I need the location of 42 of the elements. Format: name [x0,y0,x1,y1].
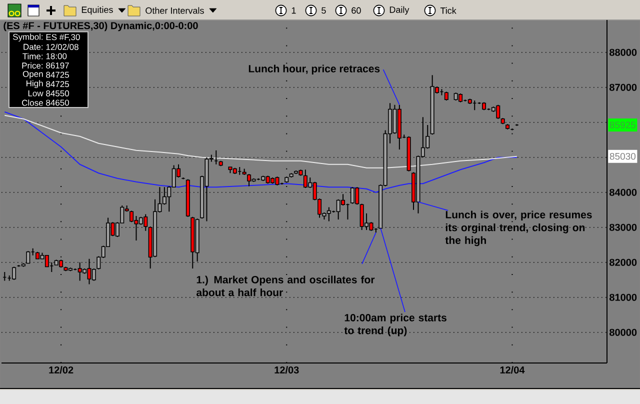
annotation: Low [28,90,44,96]
annotation: 84725 [46,81,69,88]
text: Daily [390,6,410,15]
annotation: 12/02/08 [46,44,78,50]
y-tick-label: 81000 [610,294,637,301]
text: 1 [292,7,296,14]
y-tick-label: 83000 [610,224,637,231]
y-tick-label: 88000 [610,48,637,56]
annotation: Time: [22,53,43,60]
chart-title: (ES #F - FUTURES,30) Dynamic,0:00-0:00 [4,22,198,32]
annotation: 84550 [46,90,70,96]
text: Tick [440,7,456,14]
annotation: Open [22,70,43,79]
text: Other Intervals [146,7,204,14]
annotation: High [26,80,43,88]
x-tick-label: 12/02 [49,366,74,374]
text: 60 [352,7,361,14]
annotation: ES #F,30 [46,34,80,42]
x-tick-label: 12/03 [274,366,299,374]
x-tick-label: 12/04 [500,366,525,374]
annotation: Symbol: [13,34,43,42]
y-tick-label: 87000 [610,84,637,91]
annotation: Price: [22,62,43,69]
annotation: 1.) Market Opens and oscillates for about a half hour [196,276,375,296]
candlestick [130,210,134,223]
annotation: 84650 [46,100,70,106]
annotation: Date: [24,44,43,50]
y-tick-label: 80000 [610,328,637,336]
text: 5 [322,7,326,14]
text: Equities [82,6,113,15]
annotation: 18:00 [46,53,67,60]
annotation: 84725 [46,72,69,78]
annotation: Close [22,100,43,106]
y-tick-label: 84000 [610,188,637,196]
y-tick-label: 82000 [610,258,637,266]
annotation: 86197 [46,62,69,68]
annotation: 85030 [610,152,636,160]
candlestick [26,250,30,264]
annotation: 10:00am price starts to trend (up) [344,314,446,336]
annotation: Lunch hour, price retraces [248,64,380,74]
annotation: Lunch is over, price resumes its orginal trend, closing on the high [445,210,592,246]
annotation: 85925 [610,122,636,128]
